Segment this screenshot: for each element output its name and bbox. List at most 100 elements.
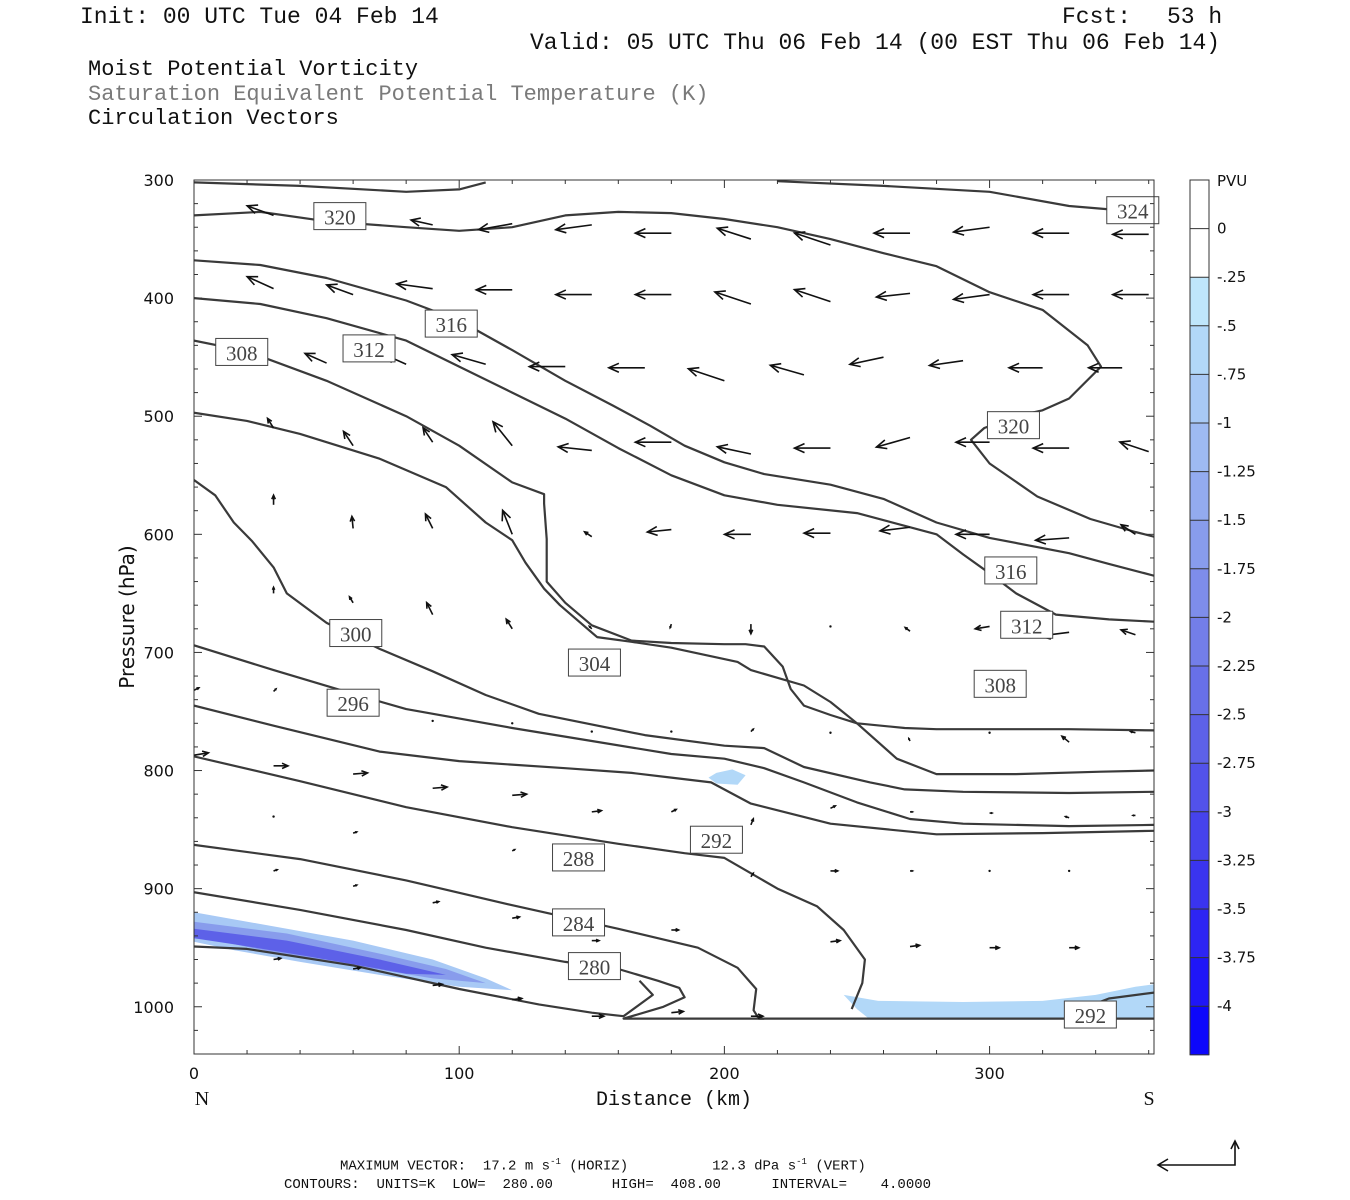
circulation-vector <box>194 750 211 758</box>
svg-text:320: 320 <box>998 415 1030 439</box>
svg-text:312: 312 <box>353 338 385 362</box>
circulation-vector <box>432 900 441 904</box>
circulation-vector <box>645 525 672 537</box>
circulation-vector <box>352 966 363 971</box>
theta-contour-324 <box>194 210 1154 538</box>
circulation-vector <box>1063 815 1070 819</box>
colorbar-tick-label: -2.25 <box>1217 657 1256 675</box>
colorbar-swatch <box>1190 617 1209 667</box>
circulation-vector <box>1128 730 1136 734</box>
circulation-vector <box>951 225 990 236</box>
circulation-vector <box>878 524 911 535</box>
circulation-vector <box>588 625 593 630</box>
circulation-vector <box>424 512 434 529</box>
init-time: Init: 00 UTC Tue 04 Feb 14 <box>80 4 439 30</box>
circulation-vector <box>671 1008 686 1015</box>
circulation-vector <box>1067 869 1071 873</box>
contour-label: 292 <box>689 825 743 854</box>
colorbar-swatch <box>1190 374 1209 424</box>
circulation-vector <box>750 727 755 733</box>
y-tick-label: 700 <box>143 643 174 662</box>
theta-contour-328 <box>194 181 486 193</box>
circulation-vector <box>671 927 681 933</box>
circulation-vector <box>954 529 990 540</box>
circulation-vector <box>394 279 433 291</box>
contour-label: 312 <box>1000 610 1054 639</box>
colorbar-tick-label: -.5 <box>1217 317 1237 335</box>
colorbar-swatch <box>1190 860 1209 910</box>
contour-label: 324 <box>1106 196 1160 225</box>
valid-time: Valid: 05 UTC Thu 06 Feb 14 (00 EST Thu … <box>530 30 1221 56</box>
circulation-vector <box>352 884 359 888</box>
vert-vector-value: 12.3 dPa s <box>712 1158 797 1175</box>
horiz-tag: (HORIZ) <box>569 1158 629 1175</box>
colorbar-tick-label: -2 <box>1217 608 1232 626</box>
circulation-vector <box>989 945 1002 951</box>
circulation-vector <box>194 686 201 691</box>
circulation-vector <box>324 283 354 296</box>
circulation-vector <box>907 736 911 742</box>
circulation-vector <box>271 493 277 505</box>
circulation-vector <box>421 426 434 443</box>
circulation-vector <box>670 808 678 813</box>
circulation-vector <box>802 527 831 539</box>
circulation-vector <box>272 815 275 818</box>
x-axis-title: Distance (km) <box>596 1089 752 1112</box>
theta-contour-320 <box>194 259 1154 577</box>
contour-label: 308 <box>973 669 1027 698</box>
colorbar-unit-label: PVU <box>1217 172 1247 190</box>
contour-label: 320 <box>986 411 1040 440</box>
svg-text:296: 296 <box>337 692 369 716</box>
circulation-vector <box>829 625 832 628</box>
circulation-vector <box>954 436 990 448</box>
circulation-vector <box>633 289 672 300</box>
colorbar-swatch <box>1190 228 1209 278</box>
theta-contour-296 <box>194 704 1154 836</box>
reference-vector-icon <box>1156 1139 1240 1172</box>
circulation-vector <box>748 624 754 636</box>
circulation-vector <box>591 938 601 943</box>
circulation-vector <box>1131 814 1136 817</box>
contour-label: 284 <box>552 908 606 937</box>
svg-text:300: 300 <box>340 623 372 647</box>
vert-exponent: -1 <box>796 1157 807 1167</box>
circulation-vector <box>527 361 566 372</box>
circulation-vector <box>750 817 755 826</box>
north-end-label: N <box>195 1088 209 1110</box>
theta-contour-304 <box>194 479 1154 795</box>
contour-label: 316 <box>424 309 478 338</box>
contour-label: 280 <box>567 952 621 981</box>
max-vector-line: MAXIMUM VECTOR: 17.2 m s-1 (HORIZ) 12.3 … <box>340 1157 866 1175</box>
circulation-vector <box>271 585 276 594</box>
circulation-vector <box>1007 362 1043 374</box>
svg-text:288: 288 <box>563 847 595 871</box>
circulation-vector <box>431 719 434 723</box>
circulation-vector <box>1031 289 1070 300</box>
colorbar-tick-label: -1 <box>1217 414 1232 432</box>
contour-low: 280.00 <box>502 1177 553 1193</box>
circulation-vector <box>511 722 514 725</box>
circulation-vector <box>830 868 840 873</box>
circulation-vector <box>273 868 280 872</box>
circulation-vector <box>713 290 752 305</box>
svg-text:280: 280 <box>579 956 611 980</box>
contour-label: 296 <box>326 688 380 717</box>
circulation-vector <box>474 284 513 296</box>
y-tick-label: 400 <box>143 289 174 308</box>
colorbar-swatch <box>1190 763 1209 813</box>
circulation-vector <box>874 290 911 302</box>
circulation-vector <box>273 956 283 961</box>
circulation-vector <box>512 791 529 798</box>
interval-label: INTERVAL= <box>771 1177 848 1193</box>
contour-label: 292 <box>1063 1000 1117 1029</box>
y-tick-label: 300 <box>143 171 174 190</box>
y-tick-label: 500 <box>143 407 174 426</box>
circulation-vector <box>590 730 593 733</box>
y-tick-label: 1000 <box>133 998 174 1017</box>
theta-contour-292 <box>194 755 867 1010</box>
colorbar-tick-label: -3 <box>1217 803 1232 821</box>
circulation-vector <box>591 1013 606 1020</box>
plot-frame <box>193 179 1155 1055</box>
circulation-vector <box>511 848 517 852</box>
contour-label: 312 <box>342 334 396 363</box>
